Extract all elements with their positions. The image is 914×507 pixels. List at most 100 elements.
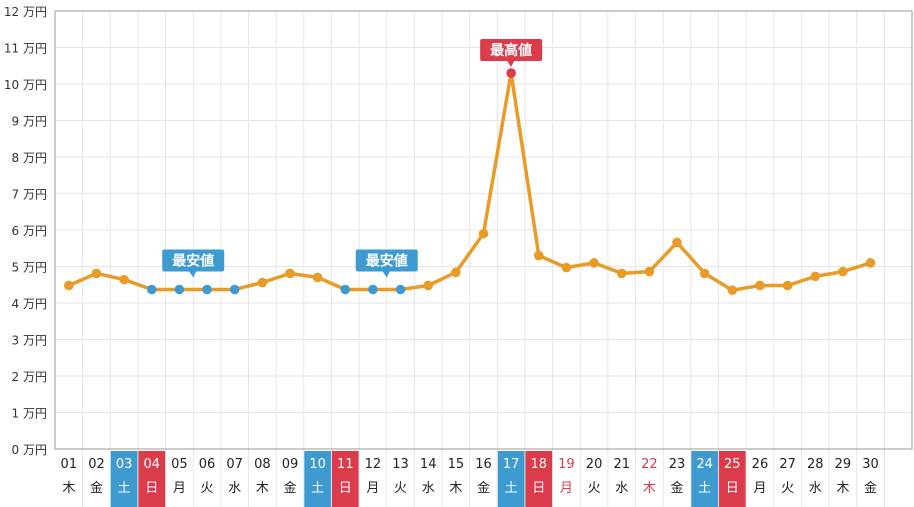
- date-number: 22: [641, 457, 658, 472]
- date-number: 12: [365, 457, 382, 472]
- data-point[interactable]: [257, 277, 268, 288]
- data-point[interactable]: [395, 284, 406, 295]
- weekday-label: 土: [505, 481, 518, 496]
- weekday-label: 火: [201, 481, 214, 496]
- data-point[interactable]: [119, 274, 129, 285]
- date-number: 15: [448, 457, 465, 472]
- weekday-label: 月: [753, 481, 766, 496]
- weekday-label: 木: [643, 481, 656, 496]
- date-number: 25: [724, 457, 741, 472]
- date-number: 07: [226, 457, 243, 472]
- callout-label: 最安値: [366, 252, 408, 269]
- weekday-label: 木: [836, 481, 849, 496]
- data-point[interactable]: [285, 268, 295, 279]
- y-axis-tick-label: 1 万円: [12, 407, 47, 421]
- data-point[interactable]: [755, 280, 765, 291]
- min-price-callout: 最安値: [355, 249, 418, 278]
- data-point[interactable]: [506, 68, 516, 78]
- y-axis-tick-label: 5 万円: [12, 261, 47, 275]
- date-number: 13: [392, 457, 409, 472]
- date-number: 30: [862, 457, 879, 472]
- weekday-label: 土: [118, 481, 131, 496]
- data-point[interactable]: [561, 262, 572, 273]
- date-number: 04: [143, 457, 160, 472]
- weekday-label: 木: [449, 481, 462, 496]
- weekday-label: 木: [256, 481, 269, 496]
- weekday-label: 日: [339, 481, 352, 496]
- y-axis-tick-label: 9 万円: [12, 115, 47, 129]
- weekday-label: 金: [283, 480, 296, 496]
- data-point[interactable]: [423, 280, 434, 291]
- date-cell-bg: [138, 451, 166, 507]
- data-point[interactable]: [312, 272, 323, 283]
- data-point[interactable]: [727, 285, 738, 296]
- weekday-label: 火: [588, 481, 601, 496]
- date-number: 29: [835, 457, 852, 472]
- y-axis-tick-label: 6 万円: [12, 224, 47, 238]
- data-point[interactable]: [865, 258, 876, 268]
- callout-label: 最安値: [172, 252, 214, 269]
- date-cell-bg: [304, 451, 331, 507]
- data-point[interactable]: [782, 280, 793, 291]
- data-point[interactable]: [699, 268, 710, 279]
- weekday-label: 火: [394, 481, 407, 496]
- weekday-label: 火: [781, 481, 794, 496]
- weekday-label: 木: [62, 481, 75, 496]
- data-point[interactable]: [202, 284, 212, 295]
- data-point[interactable]: [174, 284, 185, 295]
- y-axis-tick-label: 4 万円: [12, 297, 47, 311]
- weekday-label: 金: [477, 480, 490, 496]
- date-number: 19: [558, 457, 575, 472]
- weekday-label: 月: [173, 481, 186, 496]
- weekday-label: 日: [726, 481, 739, 496]
- y-axis-tick-label: 0 万円: [12, 443, 47, 457]
- callout-box: [480, 39, 543, 62]
- data-point[interactable]: [64, 280, 74, 291]
- date-axis: 01木02金03土04日05月06火07水08木09金10土11日12月13火1…: [61, 451, 879, 507]
- date-number: 28: [807, 457, 824, 472]
- data-point[interactable]: [672, 237, 682, 248]
- weekday-label: 水: [422, 481, 435, 496]
- data-point[interactable]: [229, 284, 240, 295]
- date-number: 03: [116, 457, 133, 472]
- callout-box: [162, 249, 225, 272]
- date-number: 27: [779, 457, 796, 472]
- data-point[interactable]: [589, 258, 599, 268]
- weekday-label: 水: [615, 481, 628, 496]
- date-number: 09: [282, 457, 299, 472]
- data-point[interactable]: [340, 284, 351, 295]
- weekday-label: 水: [228, 481, 241, 496]
- weekday-label: 水: [809, 481, 822, 496]
- weekday-label: 金: [864, 480, 877, 496]
- date-number: 23: [669, 457, 686, 472]
- weekday-label: 金: [90, 480, 103, 496]
- y-axis-tick-label: 11 万円: [4, 42, 47, 56]
- date-number: 01: [61, 457, 78, 472]
- y-axis-tick-label: 7 万円: [12, 188, 47, 202]
- weekday-label: 日: [532, 481, 545, 496]
- data-point[interactable]: [146, 284, 157, 295]
- date-number: 11: [337, 457, 354, 472]
- date-number: 17: [503, 457, 520, 472]
- date-number: 14: [420, 457, 437, 472]
- date-number: 06: [199, 457, 216, 472]
- y-axis-tick-label: 3 万円: [12, 334, 47, 348]
- data-point[interactable]: [451, 267, 461, 278]
- data-point[interactable]: [533, 250, 544, 261]
- data-point[interactable]: [368, 284, 378, 295]
- callout-pointer: [189, 271, 197, 278]
- date-number: 18: [531, 457, 548, 472]
- plot-border: [54, 10, 913, 450]
- date-number: 08: [254, 457, 271, 472]
- y-axis-tick-label: 12 万円: [4, 5, 47, 19]
- data-point[interactable]: [616, 268, 627, 279]
- data-point[interactable]: [478, 228, 489, 239]
- data-point[interactable]: [644, 266, 655, 277]
- data-point[interactable]: [810, 271, 821, 282]
- y-axis-tick-label: 8 万円: [12, 151, 47, 165]
- data-point[interactable]: [838, 266, 848, 277]
- weekday-label: 金: [671, 480, 684, 496]
- data-point[interactable]: [91, 268, 102, 279]
- weekday-label: 土: [311, 481, 324, 496]
